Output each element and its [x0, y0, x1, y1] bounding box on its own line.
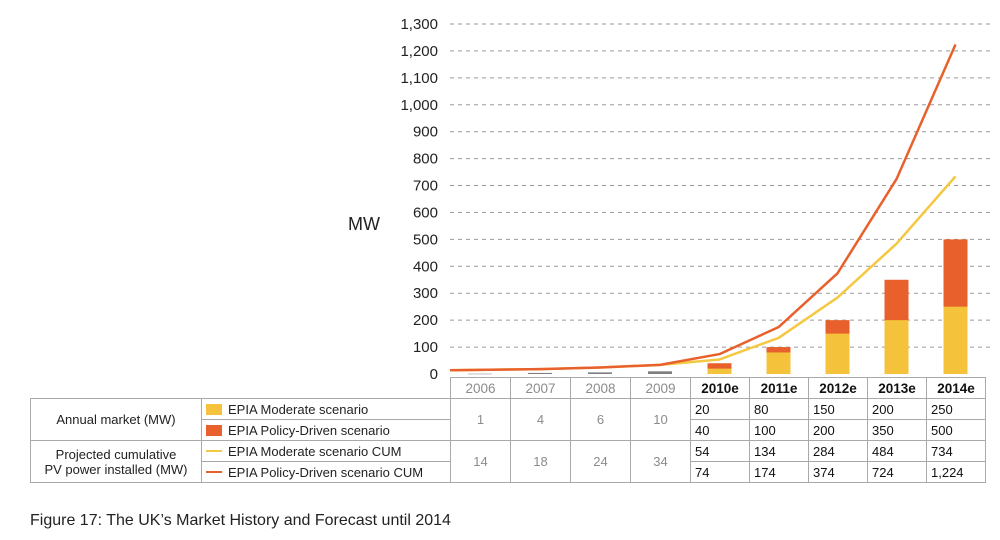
- y-tick-label: 100: [413, 339, 438, 356]
- bars: [468, 239, 968, 375]
- y-tick-label: 900: [413, 124, 438, 141]
- table-cell: 500: [926, 419, 986, 441]
- data-table: 2006 2007 2008 2009 2010e 2011e 2012e 20…: [30, 377, 986, 483]
- table-cell: 4: [510, 398, 571, 441]
- year-label: 2009: [630, 377, 691, 399]
- series-name: EPIA Moderate scenario CUM: [228, 443, 402, 459]
- series-label: EPIA Moderate scenario CUM: [201, 440, 451, 462]
- grid-lines: [450, 23, 990, 348]
- legend-swatch: [206, 424, 222, 436]
- group-label-line: Projected cumulative: [55, 446, 177, 462]
- line-policy-driven-cum: [449, 43, 957, 372]
- y-tick-label: 300: [413, 285, 438, 302]
- table-cell: 724: [867, 461, 927, 483]
- table-cell: 350: [867, 419, 927, 441]
- year-label: 2007: [510, 377, 571, 399]
- y-tick-label: 1,000: [400, 97, 438, 114]
- table-cell: 734: [926, 440, 986, 462]
- y-tick-label: 800: [413, 151, 438, 168]
- bar-moderate: [884, 320, 909, 374]
- bar-moderate: [707, 368, 732, 374]
- y-axis-ticks: 0 100 200 300 400 500 600 700 800 900 1,000 1,100 1,…: [400, 16, 438, 380]
- bar-historical: [468, 373, 492, 375]
- series-label: EPIA Moderate scenario: [201, 398, 451, 420]
- series-name: EPIA Policy-Driven scenario CUM: [228, 464, 424, 480]
- year-label: 2008: [570, 377, 631, 399]
- y-tick-label: 200: [413, 312, 438, 329]
- table-cell: 18: [510, 440, 571, 483]
- table-cell: 134: [749, 440, 809, 462]
- y-tick-label: 1,100: [400, 70, 438, 87]
- table-cell: 14: [450, 440, 511, 483]
- year-header-row: 2006 2007 2008 2009 2010e 2011e 2012e 20…: [31, 377, 986, 399]
- year-label: 2012e: [808, 377, 868, 399]
- bar-moderate: [766, 352, 791, 374]
- table-cell: 20: [690, 398, 750, 420]
- bar-historical: [588, 372, 612, 374]
- year-label: 2006: [450, 377, 511, 399]
- bar-moderate: [943, 306, 968, 374]
- chart: 0 100 200 300 400 500 600 700 800 900 1,000 1,100 1,…: [348, 16, 990, 380]
- table-cell: 150: [808, 398, 868, 420]
- series-name: EPIA Moderate scenario: [228, 401, 369, 417]
- legend-swatch: [206, 403, 222, 415]
- series-label: EPIA Policy-Driven scenario CUM: [201, 461, 451, 483]
- table-cell: 484: [867, 440, 927, 462]
- year-label: 2011e: [749, 377, 809, 399]
- table-cell: 200: [867, 398, 927, 420]
- legend-line: [206, 470, 222, 473]
- y-tick-label: 1,300: [400, 16, 438, 33]
- bar-historical: [528, 372, 552, 374]
- table-cell: 6: [570, 398, 631, 441]
- y-tick-label: 0: [430, 366, 438, 380]
- y-tick-label: 600: [413, 204, 438, 221]
- table-cell: 54: [690, 440, 750, 462]
- table-cell: 250: [926, 398, 986, 420]
- table-cell: 24: [570, 440, 631, 483]
- series-label: EPIA Policy-Driven scenario: [201, 419, 451, 441]
- table-row: Annual market (MW) EPIA Moderate scenari…: [30, 398, 986, 441]
- table-cell: 74: [690, 461, 750, 483]
- table-cell: 200: [808, 419, 868, 441]
- y-tick-label: 700: [413, 178, 438, 195]
- table-cell: 100: [749, 419, 809, 441]
- table-row: Projected cumulative PV power installed (…: [30, 440, 986, 483]
- group-label-annual: Annual market (MW): [30, 398, 202, 441]
- table-cell: 374: [808, 461, 868, 483]
- year-label: 2014e: [926, 377, 986, 399]
- table-cell: 284: [808, 440, 868, 462]
- y-axis-label: MW: [348, 214, 380, 234]
- table-cell: 1,224: [926, 461, 986, 483]
- lines: [449, 43, 957, 372]
- year-label: 2013e: [867, 377, 927, 399]
- y-tick-label: 400: [413, 258, 438, 275]
- year-label: 2010e: [690, 377, 750, 399]
- table-cell: 40: [690, 419, 750, 441]
- table-cell: 174: [749, 461, 809, 483]
- bar-historical: [648, 371, 672, 374]
- table-cell: 34: [630, 440, 691, 483]
- group-label-cumulative: Projected cumulative PV power installed (…: [30, 440, 202, 483]
- y-tick-label: 500: [413, 231, 438, 248]
- table-cell: 1: [450, 398, 511, 441]
- table-row: EPIA Policy-Driven scenario CUM 74 174 3…: [31, 461, 986, 483]
- y-tick-label: 1,200: [400, 43, 438, 60]
- table-cell: 80: [749, 398, 809, 420]
- figure-caption: Figure 17: The UK’s Market History and F…: [30, 512, 451, 529]
- table-row: EPIA Policy-Driven scenario 40 100 200 3…: [31, 419, 986, 441]
- bar-moderate: [825, 333, 850, 374]
- legend-line: [206, 449, 222, 452]
- group-label-line: PV power installed (MW): [44, 461, 188, 477]
- series-name: EPIA Policy-Driven scenario: [228, 422, 390, 438]
- table-cell: 10: [630, 398, 691, 441]
